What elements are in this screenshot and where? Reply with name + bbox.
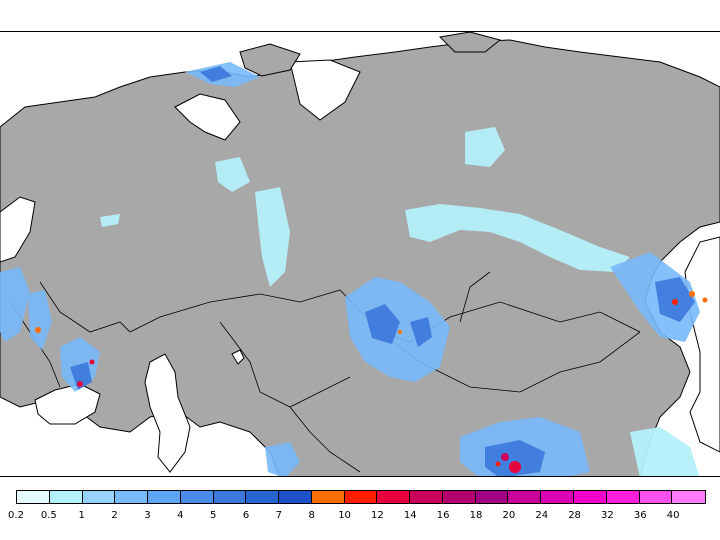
legend-tick-label: 7	[275, 510, 283, 521]
legend-tick-label: 32	[601, 510, 614, 521]
legend-color-bar	[16, 490, 706, 504]
severnaya-zemlya	[438, 32, 502, 53]
legend-swatch	[148, 491, 181, 503]
legend-swatch	[82, 491, 116, 503]
black-sea	[34, 383, 101, 425]
legend-tick-label: 1	[78, 510, 85, 521]
legend-tick-label: 4	[177, 510, 184, 521]
legend-swatch	[213, 491, 247, 503]
precipitation-legend: 0.2 0.5 1 2 3 4 5 6 7 8 10 12 14 16 18 20 24 28 32 36 40	[8, 490, 706, 530]
legend-swatch	[410, 491, 443, 503]
precip-intense	[35, 291, 708, 473]
baltic-sea	[0, 196, 36, 263]
legend-swatch	[311, 491, 345, 503]
aral-sea	[231, 349, 245, 365]
legend-swatch	[672, 491, 706, 503]
legend-tick-label: 3	[144, 510, 151, 521]
precip-light	[100, 127, 700, 476]
legend-swatch	[475, 491, 509, 503]
legend-swatch	[344, 491, 378, 503]
legend-tick-label: 14	[403, 510, 417, 521]
legend-tick-label: 0.2	[8, 510, 24, 521]
legend-tick-label: 12	[371, 510, 384, 521]
legend-swatch	[508, 491, 542, 503]
legend-tick-label: 28	[568, 510, 581, 521]
legend-tick-label: 10	[338, 510, 351, 521]
sea-of-okhotsk	[684, 236, 720, 453]
legend-swatch	[377, 491, 411, 503]
legend-swatch	[541, 491, 575, 503]
legend-swatch	[180, 491, 214, 503]
map-canvas	[0, 32, 720, 476]
legend-tick-label: 2	[111, 510, 118, 521]
precip-heavy	[70, 66, 695, 476]
legend-swatch	[574, 491, 607, 503]
legend-tick-label: 20	[502, 510, 516, 521]
legend-swatch	[279, 491, 312, 503]
legend-swatch	[246, 491, 280, 503]
legend-swatch	[49, 491, 83, 503]
legend-tick-label: 8	[308, 510, 315, 521]
legend-tick-label: 5	[209, 510, 217, 521]
legend-tick-label: 18	[469, 510, 483, 521]
legend-tick-label: 0.5	[40, 510, 57, 521]
legend-swatch	[115, 491, 149, 503]
precipitation-map	[0, 31, 720, 477]
white-sea	[174, 93, 241, 141]
legend-tick-label: 40	[666, 510, 680, 521]
legend-tick-label: 16	[436, 510, 450, 521]
legend-swatch	[606, 491, 640, 503]
legend-swatch	[639, 491, 673, 503]
legend-tick-label: 36	[633, 510, 647, 521]
legend-tick-label: 6	[242, 510, 250, 521]
novaya-zemlya	[239, 43, 301, 77]
legend-tick-label: 24	[535, 510, 549, 521]
legend-swatch	[17, 491, 50, 503]
caspian-sea	[144, 353, 191, 473]
legend-swatch	[442, 491, 476, 503]
kara-sea-inlet	[289, 59, 361, 121]
